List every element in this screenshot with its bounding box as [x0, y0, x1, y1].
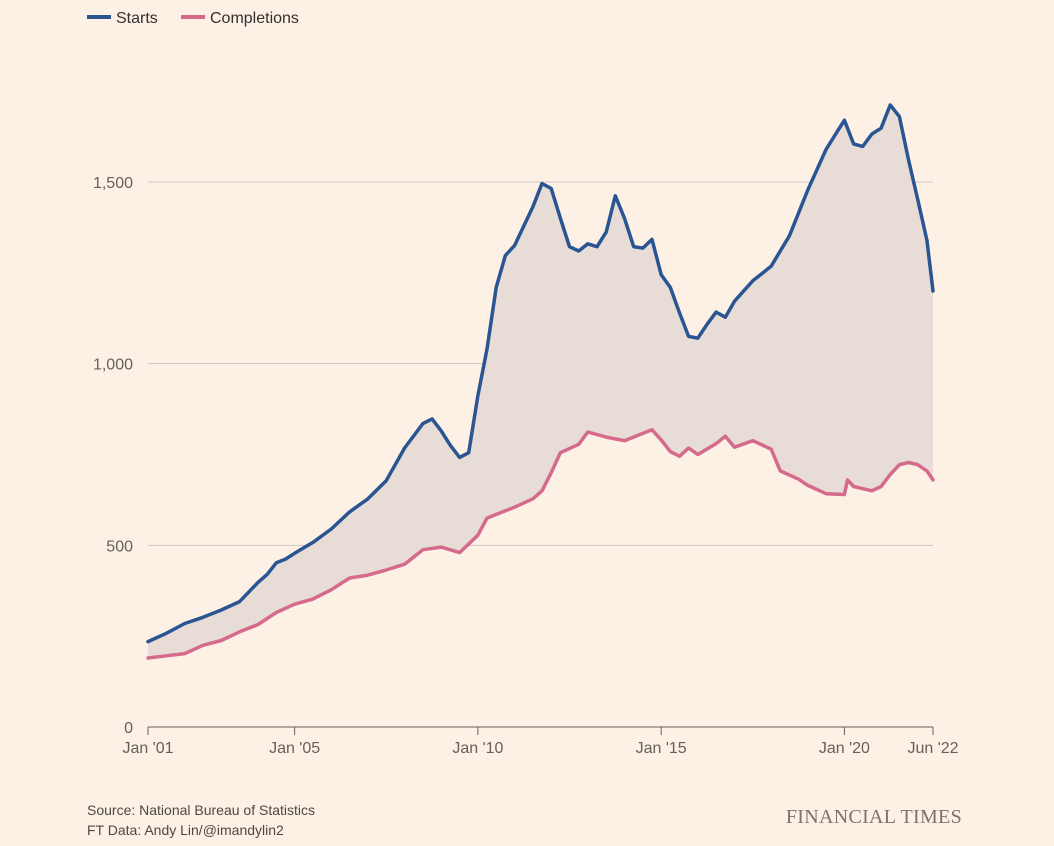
legend: Starts Completions — [87, 10, 299, 27]
y-tick-label: 500 — [106, 538, 133, 555]
y-tick-label: 1,000 — [93, 357, 133, 374]
x-axis: Jan '01 Jan '05 Jan '10 Jan '15 Jan '20 Jun '… — [122, 726, 959, 757]
source-line: Source: National Bureau of Statistics — [87, 802, 316, 818]
legend-label-completions: Completions — [210, 10, 299, 27]
x-tick-label: Jan '20 — [819, 740, 870, 757]
y-tick-label: 0 — [124, 720, 133, 737]
y-axis: 0 500 1,000 1,500 — [93, 175, 133, 737]
chart: Starts Completions 0 500 1,000 1,500 Jan '0… — [87, 10, 959, 757]
series-line-starts — [146, 103, 935, 644]
source-note: Source: National Bureau of Statistics FT… — [87, 800, 315, 840]
legend-label-starts: Starts — [116, 10, 158, 27]
gap-fill-area — [148, 105, 933, 658]
x-tick-label: Jun '22 — [907, 740, 958, 757]
series-line-completions — [146, 428, 935, 660]
x-tick-label: Jan '01 — [122, 740, 173, 757]
credit-line: FT Data: Andy Lin/@imandylin2 — [87, 822, 284, 838]
y-tick-label: 1,500 — [93, 175, 133, 192]
publisher-brand: FINANCIAL TIMES — [785, 806, 962, 828]
x-tick-label: Jan '05 — [269, 740, 320, 757]
x-tick-label: Jan '10 — [452, 740, 503, 757]
x-tick-label: Jan '15 — [636, 740, 687, 757]
